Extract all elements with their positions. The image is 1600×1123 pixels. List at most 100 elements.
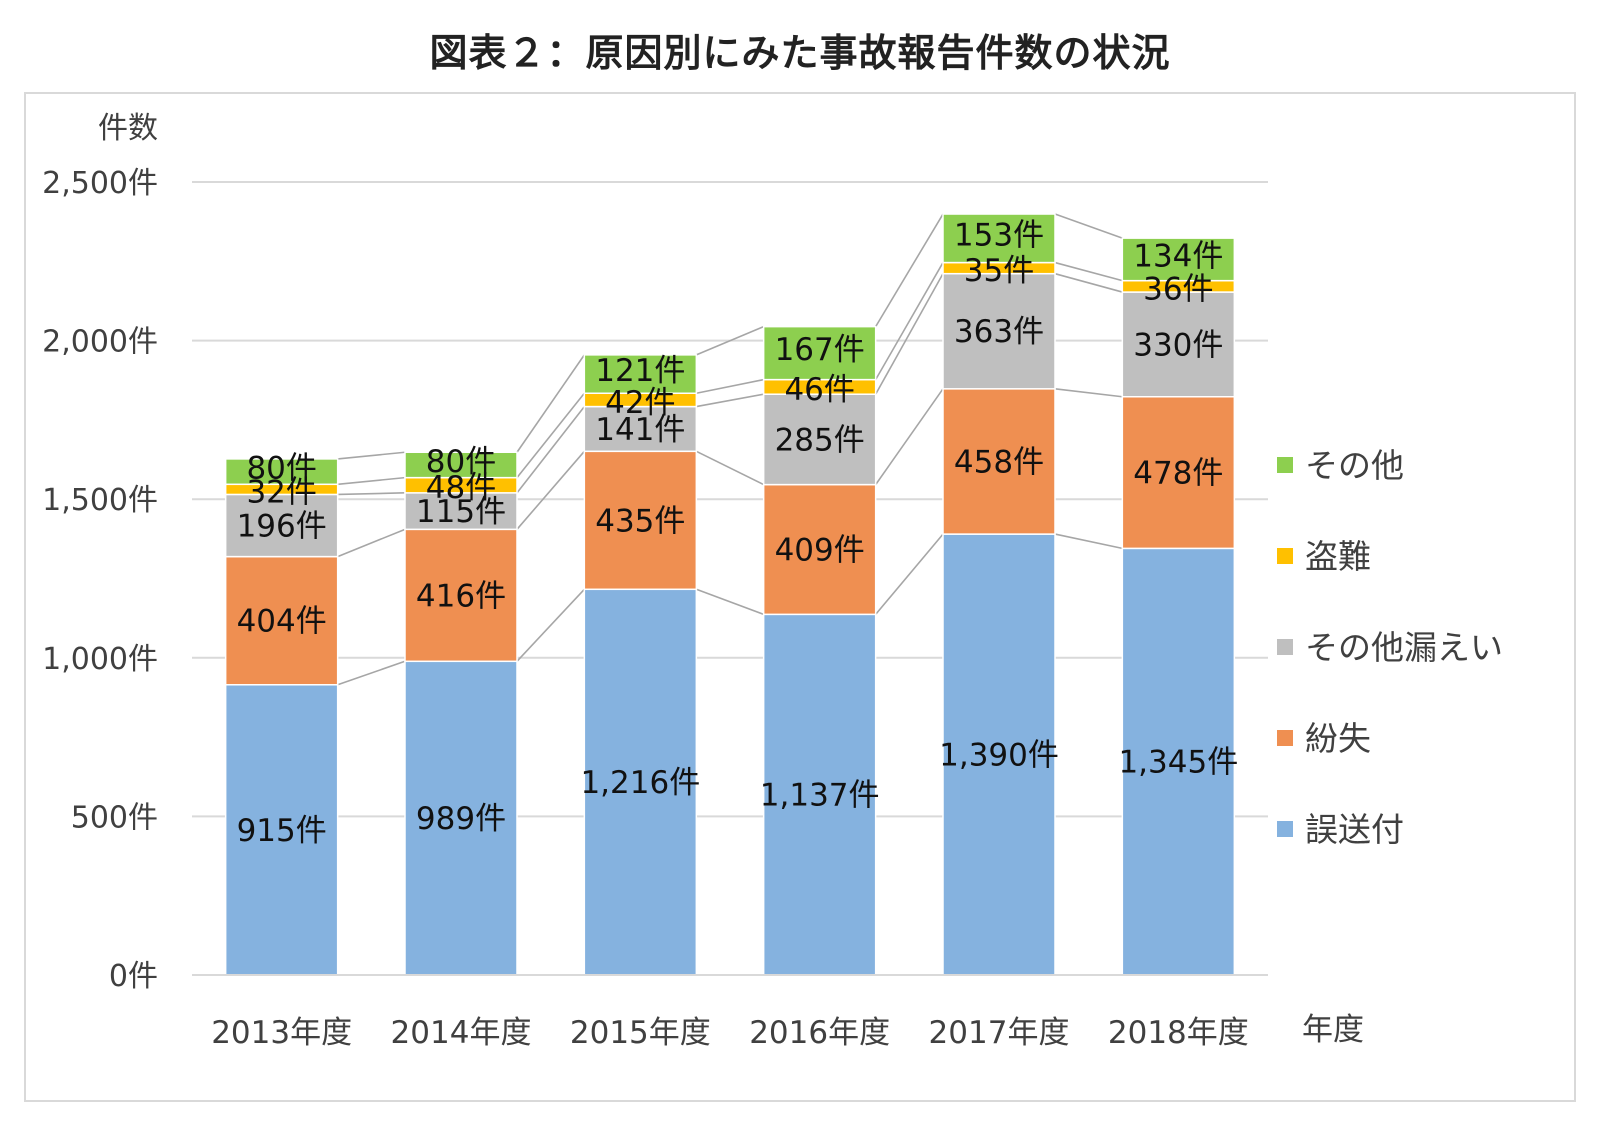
bar-segment <box>583 450 698 591</box>
connector-line <box>337 451 406 460</box>
connector-line <box>1054 213 1123 239</box>
data-label: 80件 <box>246 451 316 487</box>
legend-swatch <box>1277 639 1293 655</box>
connector-line <box>337 476 406 486</box>
connector-line <box>516 406 585 494</box>
x-tick-label: 2017年度 <box>929 1015 1070 1051</box>
legend-label: 紛失 <box>1305 719 1371 758</box>
connector-line <box>696 393 764 408</box>
data-label: 458件 <box>954 444 1044 480</box>
data-label: 435件 <box>595 503 685 539</box>
data-label: 1,216件 <box>580 765 700 801</box>
bar-segment <box>1121 547 1236 976</box>
connector-line <box>516 450 585 530</box>
legend-swatch <box>1277 730 1293 746</box>
bar-segment <box>1121 237 1236 282</box>
bar-segment <box>583 588 698 976</box>
bar-segment <box>224 555 339 686</box>
x-tick-label: 2013年度 <box>211 1015 352 1051</box>
connector-line <box>695 450 765 486</box>
y-tick-label: 2,000件 <box>42 325 158 360</box>
data-label: 409件 <box>775 532 865 568</box>
bar-segment <box>762 483 877 616</box>
data-label: 80件 <box>426 444 496 480</box>
data-label: 141件 <box>595 412 685 448</box>
connector-line <box>337 492 406 496</box>
bar-segment <box>762 613 877 976</box>
bar-segment <box>942 213 1056 264</box>
data-label: 363件 <box>954 314 1044 350</box>
bar-segment <box>762 393 877 486</box>
data-label: 196件 <box>237 509 327 545</box>
legend-label: 盗難 <box>1305 537 1371 576</box>
bar-segment <box>224 684 339 976</box>
bar-segment <box>583 405 698 453</box>
connector-line <box>874 273 944 395</box>
legend-label: その他漏えい <box>1305 628 1503 667</box>
connector-line <box>696 378 764 395</box>
series-connector-lines <box>337 213 1123 686</box>
legend-label: 誤送付 <box>1305 810 1404 849</box>
y-tick-label: 500件 <box>71 800 158 835</box>
gridlines <box>192 181 1268 976</box>
bar-segment <box>404 528 518 663</box>
data-label: 330件 <box>1133 327 1223 363</box>
connector-line <box>696 325 764 356</box>
y-tick-label: 2,500件 <box>42 166 158 201</box>
connector-line <box>1054 272 1123 293</box>
legend-swatch <box>1277 548 1293 564</box>
x-tick-label: 2015年度 <box>570 1015 711 1051</box>
data-label: 32件 <box>246 474 316 510</box>
connector-line <box>516 392 585 479</box>
connector-line <box>874 213 944 328</box>
bar-segment <box>942 272 1056 390</box>
connector-line <box>875 388 944 486</box>
data-label: 989件 <box>416 801 506 837</box>
data-label: 915件 <box>237 813 327 849</box>
bar-segment <box>942 388 1056 535</box>
connector-line <box>516 588 585 662</box>
connector-line <box>696 588 764 616</box>
y-tick-label: 1,000件 <box>42 642 158 677</box>
chart-frame <box>24 92 1576 1102</box>
data-label: 416件 <box>416 578 506 614</box>
data-label: 153件 <box>954 217 1044 253</box>
connector-line <box>874 262 944 381</box>
connector-line <box>337 528 406 558</box>
x-axis: 2013年度 2014年度 2015年度 2016年度 2017年度 2018年度 年度 <box>192 974 1364 1051</box>
connector-line <box>337 660 406 686</box>
bar-segment <box>224 493 339 558</box>
data-label: 1,390件 <box>939 738 1059 774</box>
data-label: 285件 <box>775 422 865 458</box>
legend-swatch <box>1277 457 1293 473</box>
x-tick-label: 2018年度 <box>1108 1015 1249 1051</box>
x-tick-label: 2014年度 <box>391 1015 532 1051</box>
data-label: 36件 <box>1143 271 1213 307</box>
legend-swatch <box>1277 821 1293 837</box>
data-label: 35件 <box>964 253 1034 289</box>
bar-segment <box>404 451 518 479</box>
bar-segment <box>942 533 1056 976</box>
data-label: 42件 <box>605 385 675 421</box>
data-label: 1,137件 <box>760 778 880 814</box>
data-label: 478件 <box>1133 456 1223 492</box>
bar-segment <box>1121 395 1236 550</box>
y-tick-label: 0件 <box>109 959 158 994</box>
y-tick-label: 1,500件 <box>42 483 158 518</box>
data-labels: 915件 989件 1,216件 1,137件 1,390件 1,345件 404件 416件… <box>237 217 1239 849</box>
bar-segment <box>224 458 339 486</box>
data-label: 404件 <box>237 604 327 640</box>
data-label: 167件 <box>775 332 865 368</box>
legend-label: その他 <box>1305 446 1404 485</box>
connector-line <box>875 533 944 615</box>
connector-line <box>516 354 585 453</box>
bar-segment <box>404 660 518 976</box>
x-axis-title: 年度 <box>1302 1012 1364 1048</box>
data-label: 121件 <box>595 353 685 389</box>
chart-title: 図表２：原因別にみた事故報告件数の状況 <box>429 31 1171 75</box>
connector-line <box>1054 261 1123 282</box>
bar-segment <box>583 354 698 395</box>
connector-line <box>1054 533 1123 550</box>
